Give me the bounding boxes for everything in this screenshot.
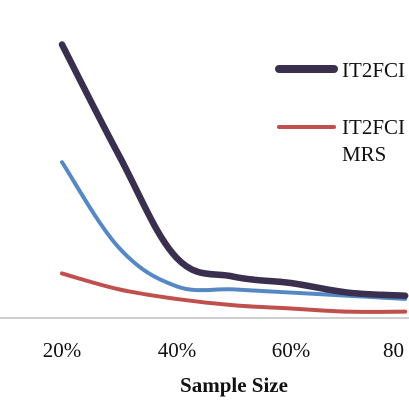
x-tick-label-80: 80 xyxy=(383,338,404,362)
series-line-it2fci-mrs xyxy=(60,271,408,314)
x-tick-label-40: 40% xyxy=(158,338,197,362)
x-tick-label-20: 20% xyxy=(43,338,82,362)
series-layer xyxy=(58,41,409,314)
legend-label-it2fci: IT2FCI xyxy=(342,58,405,82)
x-axis-title: Sample Size xyxy=(180,373,288,397)
x-tick-labels: 20% 40% 60% 80 xyxy=(43,338,404,362)
x-tick-label-60: 60% xyxy=(272,338,311,362)
series-line-it2fci xyxy=(58,41,409,299)
legend-label-it2fci-mrs-line1: IT2FCI xyxy=(342,115,405,139)
legend-label-it2fci-mrs-line2: MRS xyxy=(342,142,386,166)
legend: IT2FCI IT2FCI MRS xyxy=(275,58,405,166)
